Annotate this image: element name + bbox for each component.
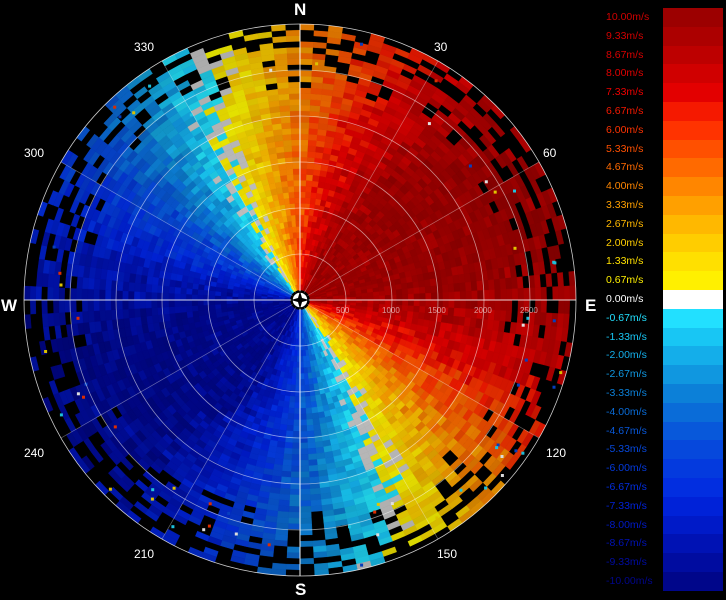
legend-swatch xyxy=(663,120,723,140)
legend-swatch xyxy=(663,45,723,65)
legend-label: -9.33m/s xyxy=(606,556,647,569)
range-label: 1000 xyxy=(382,306,400,315)
legend-swatch xyxy=(663,26,723,46)
legend-swatch xyxy=(663,384,723,403)
compass-west: W xyxy=(1,296,18,315)
range-label: 500 xyxy=(336,306,350,315)
legend-swatch xyxy=(663,402,723,422)
legend-label: 4.00m/s xyxy=(606,180,644,193)
legend-label: -6.67m/s xyxy=(606,481,647,493)
range-label: 2500 xyxy=(520,306,538,315)
legend-label: -4.67m/s xyxy=(606,424,647,437)
legend-label: -4.00m/s xyxy=(606,405,647,418)
legend-swatch xyxy=(663,139,723,159)
legend-label: 6.00m/s xyxy=(606,123,644,136)
legend-swatch xyxy=(663,496,723,516)
legend-swatch xyxy=(663,8,723,27)
range-label: 1500 xyxy=(428,306,446,315)
bearing-60: 60 xyxy=(543,146,557,160)
bearing-150: 150 xyxy=(437,547,458,561)
legend-label: -8.00m/s xyxy=(606,518,647,531)
radar-velocity-plot: 500 1000 1500 2000 2500 xyxy=(23,23,577,577)
legend-label: 7.33m/s xyxy=(606,86,644,99)
legend-label: 1.33m/s xyxy=(606,255,644,268)
legend-swatch xyxy=(663,196,723,215)
bearing-spokes xyxy=(60,60,540,540)
legend-label: -1.33m/s xyxy=(606,330,647,343)
bearing-300: 300 xyxy=(24,146,45,160)
legend-label: 8.67m/s xyxy=(606,48,644,61)
legend-swatch xyxy=(663,365,723,385)
legend-label: 0.67m/s xyxy=(606,274,644,287)
legend-label: 8.00m/s xyxy=(606,67,644,80)
bearing-240: 240 xyxy=(24,446,45,460)
legend-label: -0.67m/s xyxy=(606,311,647,324)
legend-swatch xyxy=(663,83,723,103)
legend-swatch xyxy=(663,346,723,366)
legend-label: -2.00m/s xyxy=(606,349,647,362)
center-marker xyxy=(291,291,309,309)
legend-swatch xyxy=(663,459,723,479)
legend-label: 3.33m/s xyxy=(606,199,644,211)
legend-swatch xyxy=(663,214,723,234)
legend-swatch xyxy=(663,64,723,84)
bearing-30: 30 xyxy=(434,40,448,54)
legend-label: -6.00m/s xyxy=(606,462,647,475)
legend-label: -2.67m/s xyxy=(606,368,647,381)
compass-north: N xyxy=(294,0,307,19)
legend-label: 5.33m/s xyxy=(606,142,644,155)
bearing-330: 330 xyxy=(134,40,155,54)
legend-label: -8.67m/s xyxy=(606,537,647,550)
bearing-210: 210 xyxy=(134,547,155,561)
legend-swatch xyxy=(663,553,723,573)
legend-label: 9.33m/s xyxy=(606,29,644,42)
legend-label: -7.33m/s xyxy=(606,499,647,512)
legend-swatch xyxy=(663,252,723,272)
legend-label: 0.00m/s xyxy=(606,293,644,305)
legend-label: 2.00m/s xyxy=(606,236,644,249)
legend-swatch xyxy=(663,327,723,347)
legend-label: -5.33m/s xyxy=(606,443,647,456)
range-labels: 500 1000 1500 2000 2500 xyxy=(336,306,538,315)
legend-label: -3.33m/s xyxy=(606,387,647,399)
compass-east: E xyxy=(585,296,597,315)
velocity-color-legend: 10.00m/s 9.33m/s 8.67m/s 8.00m/s 7.33m/s 6.67… xyxy=(606,8,724,591)
legend-label: 10.00m/s xyxy=(606,11,650,23)
legend-swatch xyxy=(663,534,723,554)
legend-label: 6.67m/s xyxy=(606,105,644,117)
legend-label: 2.67m/s xyxy=(606,217,644,230)
legend-swatch xyxy=(663,271,723,291)
legend-swatch xyxy=(663,177,723,197)
legend-swatch xyxy=(663,572,723,591)
legend-swatch xyxy=(663,515,723,535)
legend-swatch xyxy=(663,478,723,497)
legend-swatch xyxy=(663,290,723,309)
legend-swatch xyxy=(663,440,723,460)
legend-swatch xyxy=(663,158,723,178)
legend-swatch xyxy=(663,308,723,328)
legend-swatch xyxy=(663,421,723,441)
legend-label: 4.67m/s xyxy=(606,161,644,174)
legend-label: -10.00m/s xyxy=(606,575,653,587)
legend-swatch xyxy=(663,233,723,253)
bearing-120: 120 xyxy=(546,446,567,460)
range-label: 2000 xyxy=(474,306,492,315)
legend-swatch xyxy=(663,102,723,121)
compass-south: S xyxy=(295,580,307,599)
